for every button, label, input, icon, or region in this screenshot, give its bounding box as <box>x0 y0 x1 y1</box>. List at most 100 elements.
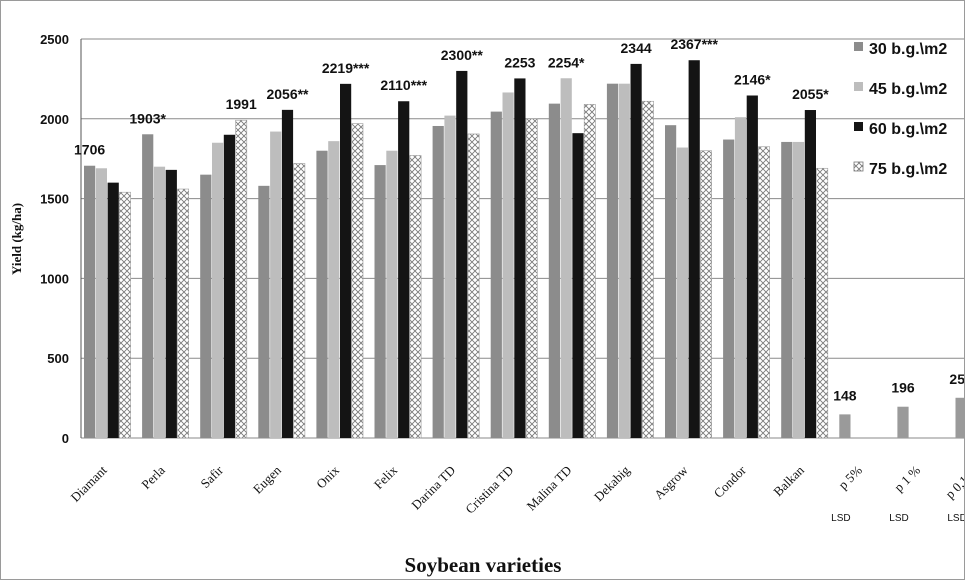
x-tick-label: Eugen <box>250 462 284 496</box>
bar-1 <box>723 139 735 438</box>
x-tick-label: Balkan <box>770 462 807 499</box>
x-tick-label: p 1 % <box>891 462 923 494</box>
bar-1 <box>258 185 270 438</box>
legend-swatch <box>853 161 864 172</box>
data-label: 2254* <box>548 54 585 70</box>
y-tick-label: 1000 <box>40 271 69 286</box>
bar-3 <box>340 83 352 439</box>
bar-3 <box>398 101 410 438</box>
bar-4 <box>351 123 364 439</box>
bar-1 <box>374 165 386 439</box>
bar-4 <box>409 155 422 439</box>
bar-3 <box>165 169 177 438</box>
x-tick-label: Condor <box>711 462 750 501</box>
bar-1 <box>606 83 619 439</box>
y-tick-label: 1500 <box>40 192 69 207</box>
bar-2 <box>502 92 514 438</box>
lsd-label: LSD <box>947 513 964 524</box>
data-label: 2253 <box>504 54 535 70</box>
data-label: 2344 <box>621 40 652 56</box>
x-tick-label: Felix <box>371 462 401 492</box>
legend-label: 75 b.g.\m2 <box>869 161 947 178</box>
data-label: 2300** <box>441 47 484 63</box>
bar-4 <box>758 146 770 439</box>
data-label: 1706 <box>74 142 105 158</box>
legend-swatch <box>854 122 863 131</box>
legend-label: 60 b.g.\m2 <box>869 121 947 138</box>
bar-4 <box>816 167 829 439</box>
lsd-value-label: 252 <box>949 371 964 387</box>
y-tick-label: 500 <box>47 351 69 366</box>
bar-4 <box>700 150 712 439</box>
bar-1 <box>142 134 154 439</box>
legend-label: 45 b.g.\m2 <box>869 81 947 98</box>
legend-swatch <box>854 82 863 91</box>
data-label: 2146* <box>734 71 771 87</box>
bar-4 <box>293 163 306 439</box>
x-tick-label: Safir <box>197 462 226 491</box>
lsd-value-label: 148 <box>833 387 857 403</box>
x-tick-label: Dekabig <box>591 462 633 504</box>
bar-4 <box>467 133 480 439</box>
bar-1 <box>781 141 793 438</box>
data-label: 2219*** <box>322 60 370 76</box>
bar-2 <box>153 166 166 438</box>
lsd-label: LSD <box>831 513 850 524</box>
legend-label: 30 b.g.\m2 <box>869 41 947 58</box>
x-tick-label: Diamant <box>67 462 110 505</box>
bar-3 <box>746 95 758 438</box>
x-tick-label: Asgrow <box>651 462 691 502</box>
lsd-label: LSD <box>889 513 908 524</box>
bar-1 <box>200 174 212 438</box>
bar-2 <box>676 147 688 438</box>
bar-1 <box>665 125 677 439</box>
bar-3 <box>688 60 700 438</box>
bar-2 <box>95 168 107 438</box>
bar-2 <box>560 78 572 438</box>
x-tick-label: Perla <box>138 462 168 492</box>
bar-2 <box>444 115 456 438</box>
bar-2 <box>793 141 805 438</box>
x-tick-label: Malina TD <box>523 463 574 514</box>
x-tick-label: p 5% <box>835 462 865 492</box>
bar-3 <box>107 182 119 438</box>
data-label: 1903* <box>129 110 166 126</box>
bar-2 <box>618 83 630 439</box>
bar-4 <box>235 119 248 439</box>
y-tick-label: 2000 <box>40 112 69 127</box>
lsd-value-label: 196 <box>891 380 915 396</box>
data-label: 2367*** <box>670 36 718 52</box>
legend-swatch <box>854 42 863 51</box>
bar-2 <box>270 131 282 438</box>
x-axis-title: Soybean varieties <box>405 553 562 577</box>
bar-3 <box>223 134 235 438</box>
bar-3 <box>456 70 468 439</box>
bar-3 <box>281 109 294 438</box>
x-tick-label: Darina TD <box>408 463 458 513</box>
bar-2 <box>386 150 398 438</box>
bar-4 <box>177 188 189 439</box>
bar-1 <box>432 125 444 439</box>
bar-4 <box>641 100 654 439</box>
bar-2 <box>734 117 747 438</box>
bar-3 <box>630 63 642 439</box>
bar-3 <box>572 133 584 438</box>
bar-4 <box>119 191 131 439</box>
bar-1 <box>84 165 96 438</box>
bar-4 <box>525 118 538 439</box>
bar-3 <box>514 78 526 438</box>
x-tick-label: p 0,1 % <box>942 462 964 501</box>
bar-1 <box>548 103 560 438</box>
bar-2 <box>212 142 224 439</box>
data-label: 1991 <box>226 96 257 112</box>
bar-4 <box>583 104 596 439</box>
x-tick-label: Cristina TD <box>462 463 516 517</box>
lsd-bar <box>955 397 964 438</box>
bar-2 <box>328 141 340 439</box>
y-axis-title: Yield (kg/ha) <box>9 203 24 275</box>
y-tick-label: 2500 <box>40 32 69 47</box>
y-tick-label: 0 <box>62 431 69 446</box>
lsd-bar <box>839 414 851 438</box>
x-tick-label: Onix <box>313 462 342 491</box>
